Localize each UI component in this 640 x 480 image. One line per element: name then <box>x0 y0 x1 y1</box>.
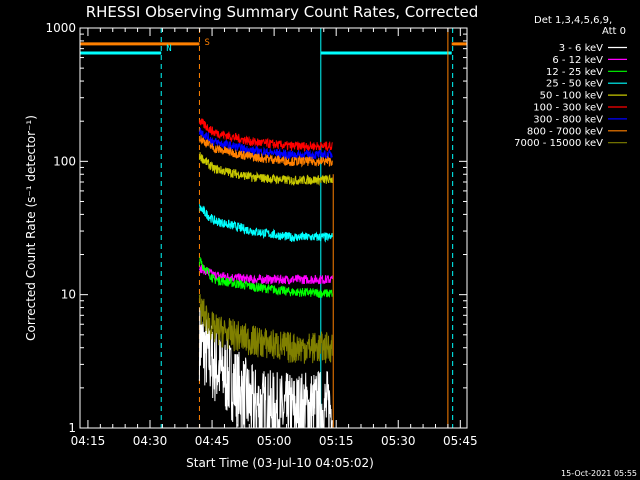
x-tick-label: 04:45 <box>195 434 230 448</box>
legend-header: Det 1,3,4,5,6,9, <box>534 15 612 26</box>
y-axis-label: Corrected Count Rate (s⁻¹ detector⁻¹) <box>24 115 38 341</box>
x-tick-label: 05:15 <box>319 434 354 448</box>
legend-label: 25 - 50 keV <box>546 79 603 90</box>
series-line <box>198 307 333 428</box>
legend-label: 50 - 100 keV <box>540 91 604 102</box>
legend-label: 7000 - 15000 keV <box>514 138 603 149</box>
y-tick-label: 1 <box>68 421 76 435</box>
series-line <box>198 204 333 243</box>
x-axis-label: Start Time (03-Jul-10 04:05:02) <box>186 456 374 470</box>
series-line <box>198 152 333 187</box>
footer-timestamp: 15-Oct-2021 05:55 <box>561 469 637 478</box>
y-tick-label: 10 <box>61 288 76 302</box>
night-label: N <box>166 44 171 54</box>
plot-area: SN <box>80 28 467 428</box>
x-tick-label: 05:45 <box>443 434 478 448</box>
series-line <box>198 294 333 364</box>
y-tick-label: 1000 <box>45 21 76 35</box>
series-line <box>198 118 333 153</box>
axes: 1 10 100 1000 04:15 04:30 04:45 05:00 05:15 05:30… <box>45 21 477 448</box>
legend-label: 800 - 7000 keV <box>527 126 603 137</box>
x-tick-label: 04:30 <box>133 434 168 448</box>
series-line <box>198 128 333 161</box>
legend-header: Att 0 <box>602 26 626 37</box>
series-line <box>198 135 333 168</box>
chart-title: RHESSI Observing Summary Count Rates, Co… <box>86 3 479 21</box>
legend-label: 6 - 12 keV <box>552 55 603 66</box>
legend-label: 12 - 25 keV <box>546 67 603 78</box>
saa-label: S <box>204 38 209 48</box>
legend-label: 300 - 800 keV <box>533 114 603 125</box>
y-tick-label: 100 <box>53 154 76 168</box>
x-tick-label: 04:15 <box>71 434 106 448</box>
plot-frame <box>79 27 468 429</box>
legend-label: 3 - 6 keV <box>559 43 603 54</box>
x-tick-label: 05:30 <box>381 434 416 448</box>
x-tick-label: 05:00 <box>257 434 292 448</box>
series-line <box>198 257 333 298</box>
legend-label: 100 - 300 keV <box>533 103 603 114</box>
